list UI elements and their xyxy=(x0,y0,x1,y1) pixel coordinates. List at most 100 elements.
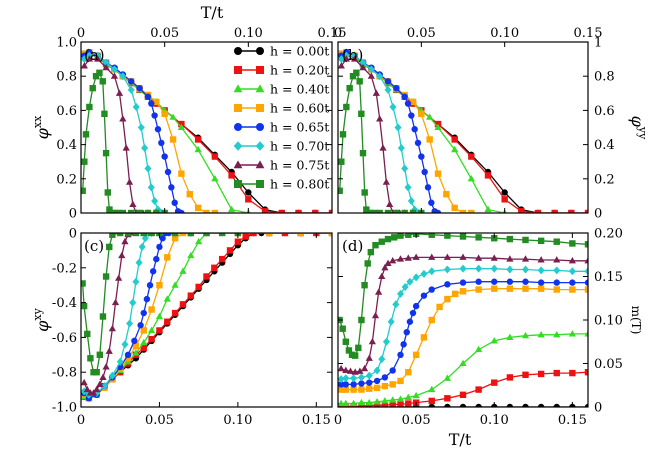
data-point xyxy=(406,277,414,286)
data-point xyxy=(396,395,405,402)
data-point xyxy=(140,309,147,317)
data-point xyxy=(568,257,576,264)
data-point xyxy=(386,200,394,208)
data-point xyxy=(358,316,365,324)
data-point xyxy=(218,233,226,237)
data-point xyxy=(537,279,545,286)
data-point xyxy=(443,374,451,381)
data-point xyxy=(365,398,373,406)
data-point xyxy=(401,93,408,100)
data-point xyxy=(418,110,425,118)
data-point xyxy=(409,98,417,106)
data-point xyxy=(394,123,402,132)
data-point xyxy=(366,379,373,386)
data-point xyxy=(186,190,193,198)
data-point xyxy=(356,78,363,85)
data-point xyxy=(491,235,498,242)
data-point xyxy=(187,292,195,299)
data-point xyxy=(105,347,113,354)
legend-entry: h = 0.70t xyxy=(233,139,329,154)
data-point xyxy=(94,55,102,62)
data-point xyxy=(382,337,390,346)
data-point xyxy=(459,253,467,260)
data-point xyxy=(159,235,166,242)
data-point xyxy=(491,379,498,386)
data-point xyxy=(99,313,107,320)
data-point xyxy=(126,319,134,328)
data-point xyxy=(451,290,459,298)
series-line xyxy=(83,58,165,213)
y-tick-label: 0.2 xyxy=(56,172,77,187)
plot-frame xyxy=(80,232,333,408)
legend-marker xyxy=(256,47,264,55)
data-point xyxy=(140,338,148,346)
data-point xyxy=(96,351,104,358)
data-point xyxy=(155,312,164,320)
legend-label: h = 0.00t xyxy=(270,44,329,59)
data-point xyxy=(203,233,210,237)
data-point xyxy=(116,357,124,366)
data-point xyxy=(147,183,155,192)
data-point xyxy=(169,136,177,143)
data-point xyxy=(553,266,561,275)
data-point xyxy=(584,286,588,293)
data-point xyxy=(412,351,420,358)
data-point xyxy=(338,381,345,388)
data-point xyxy=(179,267,187,274)
data-point xyxy=(428,397,435,405)
data-point xyxy=(424,184,432,191)
data-point xyxy=(459,288,467,295)
data-point xyxy=(81,55,88,64)
data-point xyxy=(401,282,409,291)
data-point xyxy=(378,355,386,364)
data-point xyxy=(211,153,219,160)
data-point xyxy=(506,403,514,407)
data-point xyxy=(389,381,396,388)
data-point xyxy=(81,378,88,386)
data-point xyxy=(537,403,545,407)
data-point xyxy=(384,85,392,94)
y-tick-label: 1.0 xyxy=(56,36,77,51)
data-point xyxy=(171,235,179,242)
data-point xyxy=(228,172,235,179)
data-point xyxy=(375,288,383,295)
data-point xyxy=(89,84,96,92)
data-point xyxy=(156,282,163,289)
data-point xyxy=(412,391,420,399)
data-point xyxy=(381,264,389,271)
data-point xyxy=(389,102,397,111)
data-point xyxy=(381,382,389,390)
data-point xyxy=(443,265,451,274)
data-point xyxy=(382,178,390,185)
data-point xyxy=(397,401,404,407)
data-point xyxy=(420,292,428,299)
data-point xyxy=(346,84,353,92)
data-point xyxy=(96,69,103,76)
data-point xyxy=(339,131,347,138)
data-point xyxy=(373,377,381,385)
legend-marker xyxy=(256,123,264,131)
legend-entry: h = 0.40t xyxy=(233,82,329,97)
data-point xyxy=(211,209,219,213)
data-point xyxy=(132,233,140,237)
data-point xyxy=(81,62,88,69)
data-point xyxy=(242,233,249,240)
data-point xyxy=(569,240,576,247)
legend-marker xyxy=(234,66,242,74)
series-line xyxy=(341,371,588,407)
data-point xyxy=(367,72,375,79)
data-point xyxy=(250,233,257,237)
legend-entry: h = 0.65t xyxy=(234,120,329,135)
data-point xyxy=(350,386,357,393)
data-point xyxy=(140,344,147,352)
data-point xyxy=(373,402,381,407)
data-point xyxy=(551,209,558,213)
data-point xyxy=(178,209,185,213)
data-point xyxy=(102,63,110,71)
data-point xyxy=(169,113,177,120)
legend-marker xyxy=(234,180,242,188)
y-tick-label: 0.2 xyxy=(594,172,615,187)
data-point xyxy=(108,324,116,332)
data-point xyxy=(426,113,434,120)
data-point xyxy=(397,233,404,239)
